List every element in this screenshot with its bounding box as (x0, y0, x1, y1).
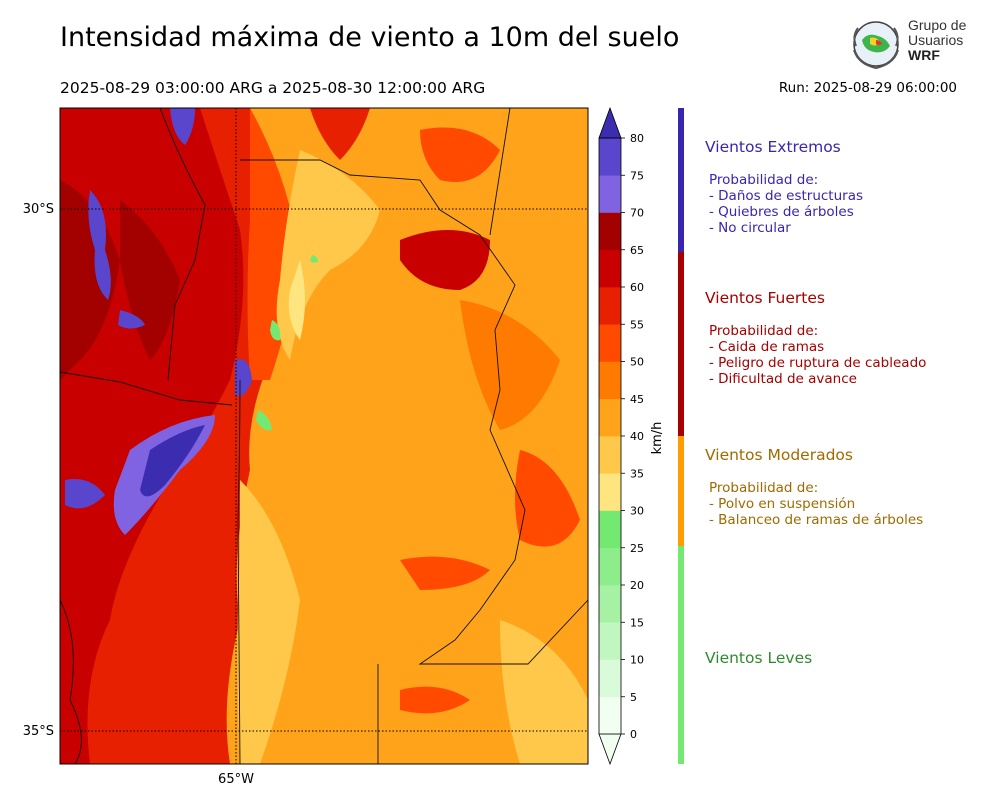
colorbar-tick-label: 5 (630, 691, 637, 704)
category-title: Vientos Moderados (705, 446, 853, 464)
category-bar-segment (678, 108, 684, 252)
colorbar-segment (599, 659, 621, 698)
colorbar-tick-label: 80 (630, 132, 644, 145)
logo-line-1: Grupo de (908, 17, 967, 33)
logo-line-2: Usuarios (908, 32, 964, 48)
colorbar-tick-label: 65 (630, 244, 644, 257)
category-bar (678, 108, 684, 764)
colorbar-tick-label: 25 (630, 542, 644, 555)
category-bar-segment (678, 252, 684, 436)
colorbar-segment (599, 436, 621, 474)
category-bar-segment (678, 546, 684, 764)
category-description-line: Probabilidad de: (709, 172, 819, 188)
colorbar-segment (599, 324, 621, 362)
colorbar-segment (599, 361, 621, 400)
colorbar-tick-label: 75 (630, 169, 644, 182)
category-description-line: - No circular (709, 220, 791, 236)
category-description-line: - Balanceo de ramas de árboles (709, 512, 924, 528)
colorbar-segment (599, 138, 621, 176)
category-description-line: - Polvo en suspensión (709, 496, 856, 512)
category-bar-segment (678, 436, 684, 546)
colorbar-segment (599, 287, 621, 325)
colorbar-tick-label: 35 (630, 467, 644, 480)
category-description-line: - Dificultad de avance (709, 371, 857, 387)
wind-intensity-field (60, 108, 588, 764)
colorbar-tick-label: 70 (630, 207, 644, 220)
colorbar-tick-label: 15 (630, 616, 644, 629)
colorbar-segment (599, 510, 621, 549)
colorbar-segment (599, 175, 621, 213)
category-description-line: - Peligro de ruptura de cableado (709, 355, 927, 371)
wrf-logo: Grupo de Usuarios WRF (848, 16, 973, 74)
category-title: Vientos Leves (705, 649, 813, 667)
lat-label-30s: 30°S (23, 202, 54, 217)
colorbar-segment (599, 398, 621, 437)
colorbar-tick-label: 20 (630, 579, 644, 592)
colorbar-extend-max (598, 106, 622, 139)
colorbar-tick-label: 10 (630, 654, 644, 667)
colorbar-tick-label: 40 (630, 430, 644, 443)
colorbar-tick-label: 30 (630, 505, 644, 518)
colorbar-segment (599, 585, 621, 623)
colorbar-segment (599, 547, 621, 586)
colorbar-tick-label: 0 (630, 728, 637, 741)
logo-line-3: WRF (908, 47, 940, 63)
map-title: Intensidad máxima de viento a 10m del su… (60, 22, 680, 53)
category-description-line: - Quiebres de árboles (709, 204, 854, 220)
colorbar-segment (599, 473, 621, 511)
colorbar-unit: km/h (650, 422, 665, 455)
colorbar-segment (599, 622, 621, 660)
globe-icon (853, 21, 899, 70)
colorbar-tick-label: 55 (630, 318, 644, 331)
category-description-line: - Caida de ramas (709, 339, 825, 355)
colorbar-tick-label: 45 (630, 393, 644, 406)
lon-label-65w: 65°W (218, 772, 254, 787)
run-timestamp: Run: 2025-08-29 06:00:00 (778, 80, 957, 96)
category-description-line: Probabilidad de: (709, 480, 819, 496)
colorbar-segment (599, 212, 621, 251)
category-description-line: Probabilidad de: (709, 323, 819, 339)
colorbar-tick-label: 60 (630, 281, 644, 294)
lat-label-35s: 35°S (23, 724, 54, 739)
colorbar: 0 5 10 15 20 25 30 35 40 45 50 55 60 65 70 75 80 (598, 106, 644, 766)
colorbar-tick-label: 50 (630, 356, 644, 369)
colorbar-extend-min (598, 733, 622, 766)
forecast-period: 2025-08-29 03:00:00 ARG a 2025-08-30 12:… (60, 79, 486, 97)
colorbar-segment (599, 249, 621, 288)
colorbar-segment (599, 696, 621, 735)
category-title: Vientos Extremos (705, 138, 841, 156)
category-title: Vientos Fuertes (705, 289, 825, 307)
category-description-line: - Daños de estructuras (709, 188, 864, 204)
